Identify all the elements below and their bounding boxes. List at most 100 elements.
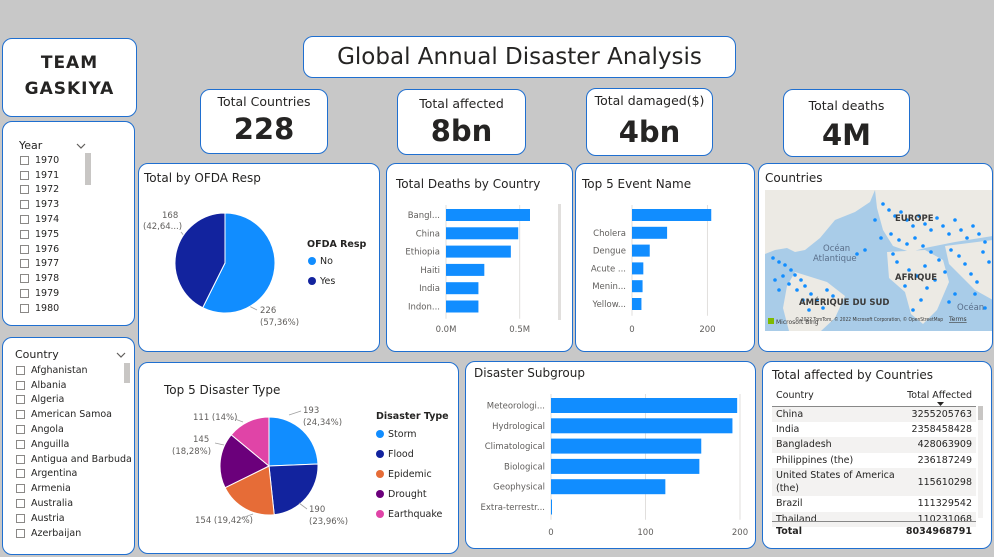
bar[interactable]	[446, 209, 530, 221]
map-point[interactable]	[937, 258, 941, 262]
map-point[interactable]	[787, 282, 791, 286]
map-point[interactable]	[971, 224, 975, 228]
map-point[interactable]	[781, 274, 785, 278]
legend-item-drought[interactable]: Drought	[376, 484, 442, 504]
checkbox[interactable]	[20, 244, 29, 254]
map-point[interactable]	[815, 298, 819, 302]
slicer-item[interactable]: Albania	[16, 378, 132, 393]
map-point[interactable]	[801, 298, 805, 302]
checkbox[interactable]	[16, 513, 25, 523]
bar[interactable]	[551, 458, 700, 474]
map-point[interactable]	[929, 250, 933, 254]
map-point[interactable]	[981, 250, 985, 254]
map-point[interactable]	[855, 252, 859, 256]
ofda-pie-slice[interactable]	[174, 212, 226, 309]
bar[interactable]	[446, 300, 479, 313]
map-point[interactable]	[881, 202, 885, 206]
slicer-item[interactable]: 1970	[20, 153, 59, 168]
map-point[interactable]	[953, 218, 957, 222]
table-row[interactable]: United States of America (the) 115610298	[772, 468, 976, 496]
map-point[interactable]	[907, 268, 911, 272]
slicer-item[interactable]: Armenia	[16, 481, 132, 496]
map-point[interactable]	[957, 254, 961, 258]
scrollbar[interactable]	[124, 363, 130, 383]
bar[interactable]	[446, 282, 479, 295]
map-point[interactable]	[963, 262, 967, 266]
event-bar-chart[interactable]: 0 200 Cholera Dengue Acute ... Menin... Yellow…	[576, 164, 755, 352]
disaster-type-pie-slice[interactable]	[268, 463, 319, 516]
map-point[interactable]	[903, 284, 907, 288]
map-point[interactable]	[983, 240, 987, 244]
checkbox[interactable]	[20, 170, 29, 180]
country-slicer[interactable]: Country Afghanistan Albania Algeria America…	[2, 337, 135, 555]
map-point[interactable]	[933, 278, 937, 282]
map-point[interactable]	[895, 260, 899, 264]
map-point[interactable]	[949, 248, 953, 252]
slicer-item[interactable]: 1975	[20, 227, 59, 242]
map-point[interactable]	[977, 232, 981, 236]
map-point[interactable]	[889, 232, 893, 236]
slicer-item[interactable]: Azerbaijan	[16, 526, 132, 541]
legend-item-yes[interactable]: Yes	[308, 271, 335, 291]
legend-item-storm[interactable]: Storm	[376, 424, 442, 444]
bar[interactable]	[446, 263, 485, 276]
slicer-item[interactable]: Austria	[16, 511, 132, 526]
disaster-type-pie-chart[interactable]: 193 (24,34%) 190 (23,96%) 154 (19,42%) 1…	[139, 363, 459, 554]
map-point[interactable]	[873, 218, 877, 222]
column-header-total-affected[interactable]: Total Affected	[901, 386, 976, 406]
slicer-item[interactable]: Algeria	[16, 393, 132, 408]
checkbox[interactable]	[20, 259, 29, 269]
checkbox[interactable]	[16, 469, 25, 479]
table-row[interactable]: China 3255205763	[772, 406, 976, 422]
map-point[interactable]	[911, 224, 915, 228]
map-point[interactable]	[947, 232, 951, 236]
disaster-type-pie-slice[interactable]	[219, 434, 270, 489]
slicer-item[interactable]: 1980	[20, 301, 59, 316]
bar[interactable]	[632, 280, 643, 293]
slicer-item[interactable]: 1972	[20, 183, 59, 198]
checkbox[interactable]	[16, 365, 25, 375]
map-point[interactable]	[783, 263, 787, 267]
checkbox[interactable]	[16, 484, 25, 494]
map-point[interactable]	[879, 236, 883, 240]
table-row[interactable]: Thailand 110231068	[772, 511, 976, 527]
map-point[interactable]	[973, 292, 977, 296]
year-slicer[interactable]: Year 1970 1971 1972 1973 1974 1975 1976 1977 197…	[2, 121, 135, 326]
map-point[interactable]	[887, 208, 891, 212]
map-point[interactable]	[905, 242, 909, 246]
map-point[interactable]	[793, 273, 797, 277]
map-point[interactable]	[897, 238, 901, 242]
map-point[interactable]	[891, 252, 895, 256]
bar[interactable]	[551, 479, 666, 495]
bar[interactable]	[632, 226, 668, 239]
column-header-country[interactable]: Country	[776, 390, 814, 402]
table-row[interactable]: Bangladesh 428063909	[772, 437, 976, 453]
map-point[interactable]	[943, 270, 947, 274]
bar[interactable]	[446, 227, 519, 240]
bar[interactable]	[632, 298, 642, 310]
checkbox[interactable]	[20, 289, 29, 299]
slicer-item[interactable]: American Samoa	[16, 407, 132, 422]
map-point[interactable]	[953, 292, 957, 296]
map-point[interactable]	[959, 228, 963, 232]
checkbox[interactable]	[20, 303, 29, 313]
disaster-type-pie-slice[interactable]	[230, 416, 270, 468]
map-point[interactable]	[929, 228, 933, 232]
map-point[interactable]	[911, 308, 915, 312]
ofda-pie-slice[interactable]	[202, 212, 276, 314]
checkbox[interactable]	[20, 155, 29, 165]
map-point[interactable]	[925, 286, 929, 290]
chevron-down-icon[interactable]	[76, 143, 86, 150]
map-point[interactable]	[919, 298, 923, 302]
map-point[interactable]	[905, 218, 909, 222]
checkbox[interactable]	[16, 439, 25, 449]
slicer-item[interactable]: Anguilla	[16, 437, 132, 452]
legend-item-earthquake[interactable]: Earthquake	[376, 504, 442, 524]
map-point[interactable]	[799, 278, 803, 282]
chevron-down-icon[interactable]	[116, 352, 126, 359]
map-point[interactable]	[983, 306, 987, 310]
map-point[interactable]	[921, 244, 925, 248]
checkbox[interactable]	[20, 200, 29, 210]
map-point[interactable]	[923, 222, 927, 226]
deaths-bar-chart[interactable]: 0.0M 0.5M Bangl... China Ethiopia Haiti India I…	[387, 164, 573, 352]
